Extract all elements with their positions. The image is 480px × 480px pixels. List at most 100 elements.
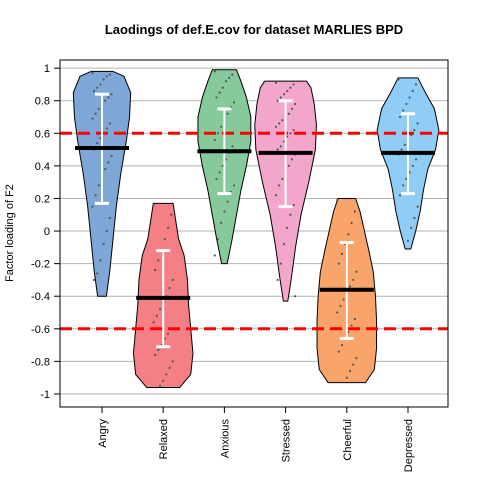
- data-point: [96, 272, 99, 275]
- data-point: [274, 125, 278, 128]
- data-point: [166, 226, 170, 229]
- data-point: [105, 75, 108, 78]
- data-point: [410, 226, 413, 229]
- data-point: [107, 96, 110, 99]
- data-point: [157, 348, 160, 352]
- data-point: [294, 102, 297, 106]
- data-point: [107, 161, 110, 164]
- data-point: [286, 89, 289, 93]
- data-point: [414, 83, 418, 86]
- data-point: [105, 127, 108, 130]
- violins: [72, 69, 440, 388]
- data-point: [413, 128, 416, 132]
- data-point: [282, 242, 286, 246]
- data-point: [411, 89, 414, 93]
- data-point: [218, 171, 221, 174]
- data-point: [352, 278, 355, 282]
- data-point: [231, 145, 234, 148]
- data-point: [91, 117, 94, 120]
- data-point: [350, 221, 353, 225]
- data-point: [218, 91, 221, 94]
- data-point: [152, 203, 155, 207]
- data-point: [215, 96, 218, 99]
- data-point: [353, 317, 356, 321]
- data-point: [287, 164, 290, 167]
- data-point: [281, 119, 284, 122]
- data-point: [408, 96, 411, 99]
- y-tick-label: -1: [40, 389, 50, 401]
- data-point: [411, 164, 414, 167]
- data-point: [154, 353, 157, 356]
- data-point: [99, 137, 102, 140]
- data-point: [276, 99, 279, 102]
- data-point: [226, 112, 229, 115]
- data-point: [226, 200, 229, 203]
- data-point: [348, 370, 352, 373]
- data-point: [402, 109, 405, 112]
- data-point: [224, 80, 228, 83]
- data-point: [171, 278, 174, 282]
- data-point: [352, 363, 355, 366]
- chart-title: Laodings of def.E.cov for dataset MARLIE…: [105, 22, 403, 37]
- data-point: [355, 270, 358, 273]
- data-point: [336, 199, 339, 202]
- data-point: [102, 78, 105, 81]
- data-point: [97, 184, 100, 187]
- data-point: [416, 122, 419, 125]
- data-point: [290, 158, 294, 161]
- data-point: [92, 89, 96, 93]
- y-tick-label: 0.6: [35, 128, 50, 140]
- data-point: [96, 86, 99, 89]
- data-point: [168, 286, 171, 290]
- data-point: [158, 308, 162, 311]
- data-point: [221, 86, 224, 89]
- data-point: [155, 314, 158, 317]
- data-point: [170, 213, 173, 216]
- data-point: [337, 262, 340, 265]
- data-point: [406, 239, 410, 242]
- data-point: [213, 138, 216, 141]
- data-point: [232, 101, 236, 104]
- data-point: [158, 384, 162, 387]
- data-point: [289, 132, 292, 135]
- data-point: [224, 158, 228, 161]
- x-tick-label: Stressed: [281, 419, 293, 462]
- data-point: [274, 194, 278, 197]
- y-axis-label: Factor loading of F2: [4, 184, 16, 282]
- data-point: [165, 373, 168, 376]
- data-point: [274, 81, 278, 84]
- data-point: [216, 132, 220, 135]
- data-point: [110, 93, 113, 96]
- data-point: [405, 102, 408, 106]
- y-tick-label: 1: [44, 63, 50, 75]
- data-point: [163, 337, 166, 340]
- data-point: [99, 83, 102, 86]
- data-point: [91, 205, 94, 208]
- data-point: [347, 233, 350, 236]
- data-point: [105, 229, 108, 233]
- data-point: [94, 194, 97, 197]
- axes: 1 0.8 0.6 0.4 0.2 0 -0.2 -0.4 -0.6 -0.8 -1 Angry Rel…: [31, 63, 415, 472]
- data-point: [157, 259, 160, 262]
- data-point: [279, 145, 282, 148]
- data-point: [286, 135, 289, 138]
- data-point: [223, 210, 226, 213]
- x-tick-label: Relaxed: [158, 419, 170, 459]
- data-point: [171, 360, 174, 363]
- data-point: [216, 238, 220, 241]
- data-point: [336, 311, 339, 314]
- data-point: [108, 73, 112, 76]
- data-point: [345, 376, 348, 379]
- y-tick-label: 0: [44, 226, 50, 238]
- data-point: [213, 254, 216, 257]
- data-point: [279, 262, 282, 265]
- data-point: [340, 343, 344, 347]
- data-point: [278, 122, 281, 125]
- data-point: [221, 164, 224, 167]
- data-point: [162, 379, 165, 383]
- data-point: [289, 213, 292, 216]
- data-point: [347, 330, 350, 334]
- data-point: [231, 73, 234, 76]
- data-point: [99, 259, 102, 262]
